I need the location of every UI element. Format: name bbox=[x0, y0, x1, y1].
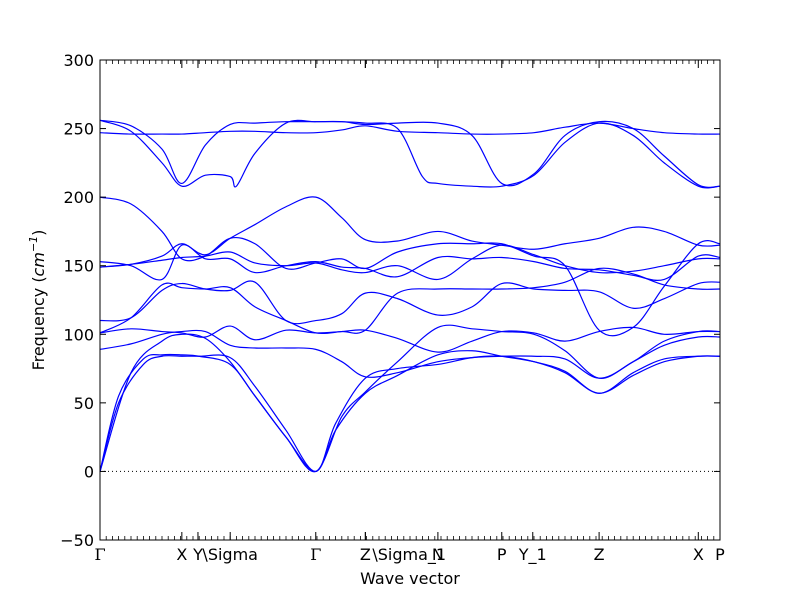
y-tick-label: 150 bbox=[63, 257, 94, 276]
band-line-9 bbox=[99, 244, 721, 281]
kpoint-label: Z bbox=[360, 545, 371, 564]
plot-frame bbox=[99, 59, 721, 541]
kpoint-label: Y bbox=[192, 545, 203, 564]
band-line-5 bbox=[99, 325, 721, 353]
band-line-2 bbox=[99, 350, 721, 473]
band-line-7 bbox=[99, 267, 721, 335]
y-axis-label-exponent: −1 bbox=[27, 236, 40, 252]
y-axis-label-unit: cm bbox=[29, 252, 48, 276]
band-line-4 bbox=[99, 329, 721, 379]
kpoint-label: N bbox=[432, 545, 444, 564]
kpoint-label: X bbox=[176, 545, 187, 564]
kpoint-label: X bbox=[693, 545, 704, 564]
kpoint-label: Z bbox=[594, 545, 605, 564]
band-line-11 bbox=[99, 196, 721, 268]
kpoint-label: \Sigma_1 bbox=[372, 545, 446, 565]
plot-background bbox=[100, 60, 720, 540]
y-tick-label: 0 bbox=[84, 462, 94, 481]
kpoint-label: Γ bbox=[310, 545, 321, 564]
y-axis-label-prefix: Frequency ( bbox=[29, 276, 48, 370]
y-tick-label: 50 bbox=[74, 394, 94, 413]
band-line-6 bbox=[99, 280, 721, 325]
y-axis-label: Frequency (cm−1) bbox=[27, 230, 48, 371]
kpoint-label: \Sigma bbox=[202, 545, 258, 564]
x-axis-label: Wave vector bbox=[360, 569, 460, 588]
kpoint-label: Y_1 bbox=[518, 545, 547, 565]
band-line-10 bbox=[99, 196, 721, 337]
kpoint-label: P bbox=[715, 545, 725, 564]
band-line-13 bbox=[99, 119, 721, 188]
y-tick-label: 250 bbox=[63, 120, 94, 139]
y-tick-label: −50 bbox=[60, 531, 94, 550]
y-tick-label: 200 bbox=[63, 188, 94, 207]
y-tick-label: 300 bbox=[63, 51, 94, 70]
kpoint-label: P bbox=[497, 545, 507, 564]
y-tick-label: 100 bbox=[63, 325, 94, 344]
kpoint-label: Γ bbox=[94, 545, 105, 564]
y-axis-label-suffix: ) bbox=[29, 230, 48, 236]
band-line-14 bbox=[99, 122, 721, 135]
